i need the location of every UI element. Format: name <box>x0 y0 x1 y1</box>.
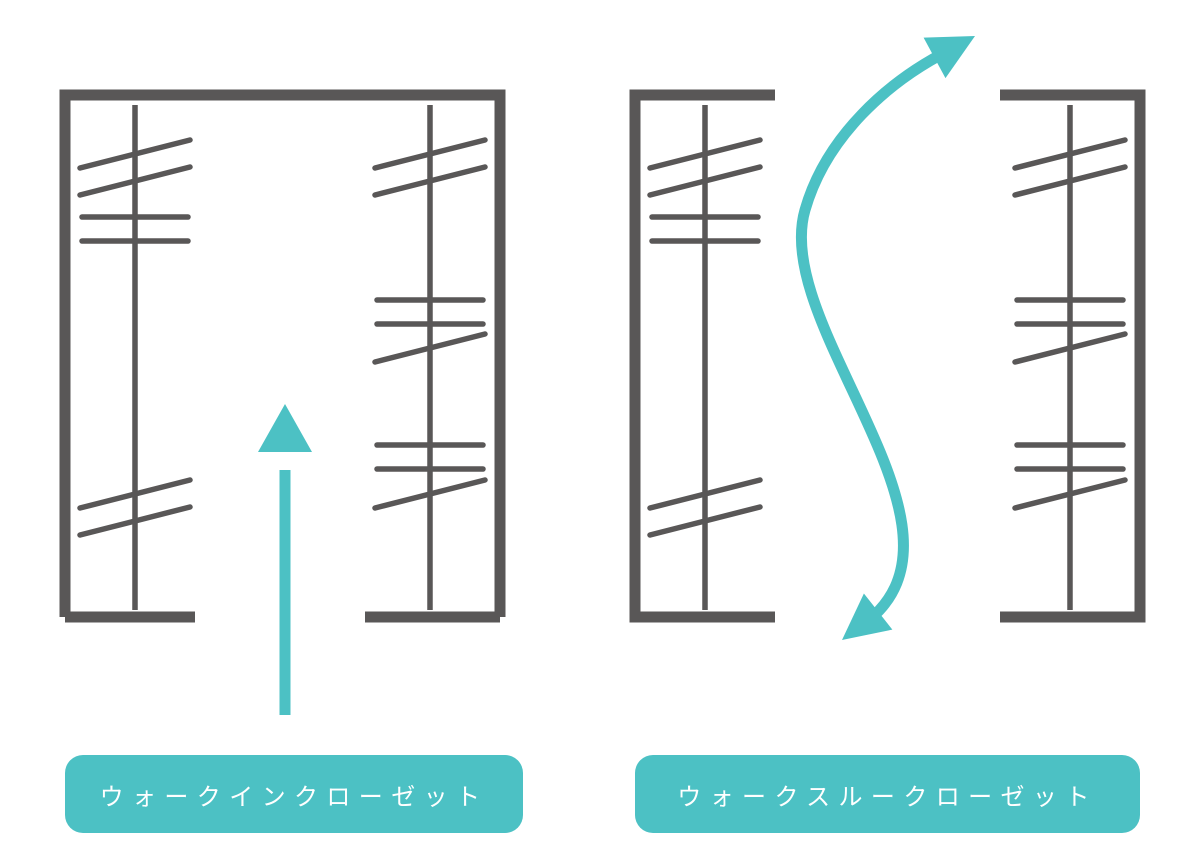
walkthrough-arrow-shaft <box>801 45 960 630</box>
walkthrough-closet-diagram <box>635 36 1140 640</box>
diagram-svg <box>0 0 1200 867</box>
walkin-arrow-head <box>258 404 312 452</box>
walkthrough-label: ウォークスルークローゼット <box>635 755 1140 833</box>
diagram-stage: ウォークインクローゼット ウォークスルークローゼット <box>0 0 1200 867</box>
walkin-label: ウォークインクローゼット <box>65 755 523 833</box>
walkin-closet-diagram <box>65 95 500 715</box>
